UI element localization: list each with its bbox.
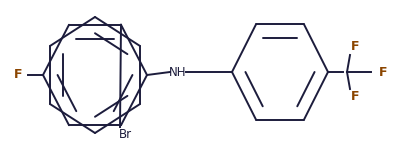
Text: F: F — [14, 68, 22, 81]
Text: NH: NH — [169, 65, 187, 79]
Text: Br: Br — [118, 128, 132, 141]
Text: F: F — [351, 91, 359, 104]
Text: F: F — [379, 65, 387, 79]
Text: F: F — [351, 40, 359, 53]
